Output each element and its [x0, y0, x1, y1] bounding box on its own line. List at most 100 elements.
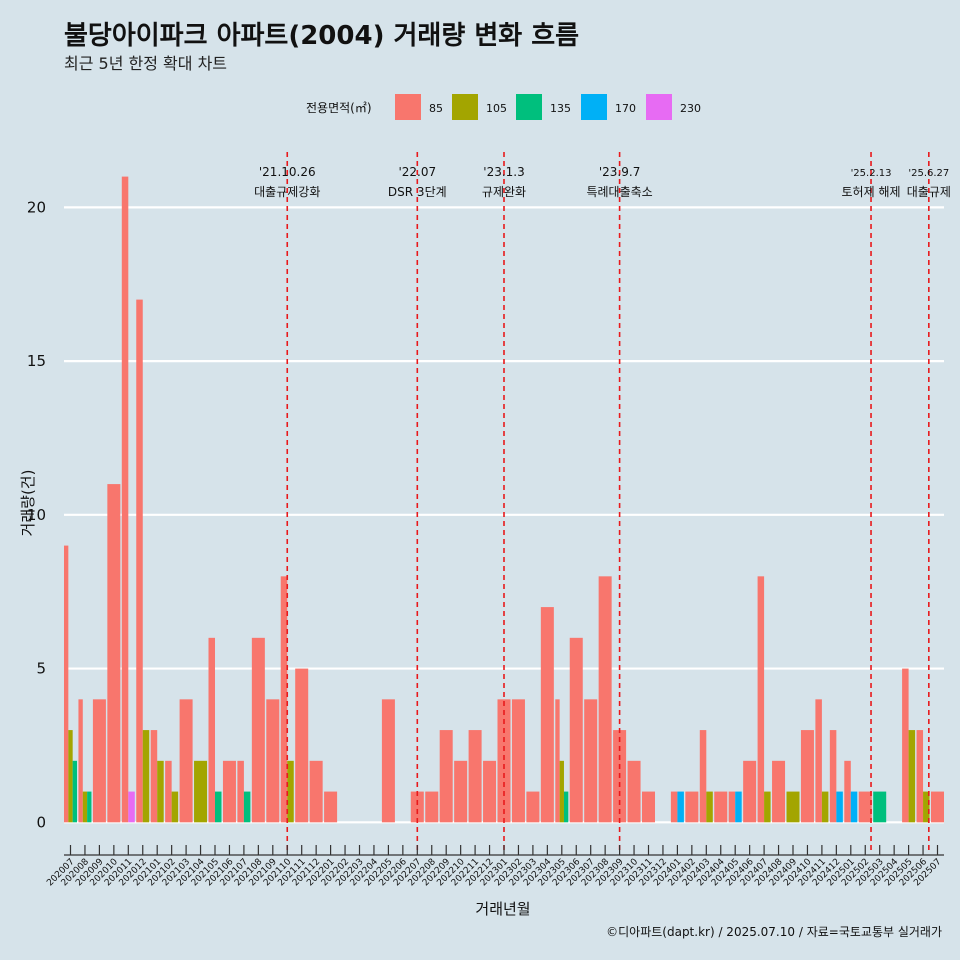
bar-85-202201	[324, 791, 338, 823]
bar-85-202310	[627, 760, 641, 823]
legend-swatch-105	[452, 94, 478, 120]
bar-85-202306	[569, 637, 583, 823]
bar-85-202111	[295, 668, 309, 823]
bar-85-202108	[251, 637, 265, 823]
bar-85-202406	[743, 760, 757, 823]
bar-170-202401	[677, 791, 684, 823]
event-label: DSR 3단계	[388, 185, 447, 199]
bar-105-202007	[68, 730, 73, 823]
bar-85-202012	[136, 299, 143, 823]
event-label: 특례대출축소	[586, 185, 652, 199]
legend-title: 전용면적(㎡)	[306, 101, 372, 115]
bar-105-202012	[142, 730, 150, 823]
bar-85-202305	[555, 699, 560, 823]
legend-label-135: 135	[550, 102, 571, 115]
bar-170-202501	[850, 791, 858, 823]
bar-105-202008	[82, 791, 88, 823]
bar-85-202106	[222, 760, 236, 823]
event-label: 토허제 해제	[842, 185, 901, 199]
bar-135-202105	[215, 791, 222, 823]
bar-85-202506	[916, 730, 924, 823]
bar-105-202101	[157, 760, 164, 823]
bar-85-202210	[454, 760, 468, 823]
bar-105-202110	[287, 760, 294, 823]
legend-swatch-135	[516, 94, 542, 120]
bar-85-202401	[670, 791, 678, 823]
bar-135-202305	[563, 791, 569, 823]
bar-85-202105	[208, 637, 216, 823]
bar-85-202410	[800, 730, 814, 823]
chart-title: 불당아이파크 아파트(2004) 거래량 변화 흐름	[64, 21, 579, 51]
bar-85-202207	[410, 791, 424, 823]
bar-85-202408	[772, 760, 786, 823]
bar-135-202007	[72, 760, 78, 823]
event-label: 대출규제	[907, 185, 951, 199]
bar-85-202103	[179, 699, 193, 823]
bar-85-202403	[699, 730, 707, 823]
legend-label-230: 230	[680, 102, 701, 115]
event-annotations: '21.10.26 대출규제강화 '22.07 DSR 3단계 '23.1.3 규제완화 '…	[254, 152, 951, 850]
bar-85-202407	[757, 576, 765, 823]
legend-swatch-230	[646, 94, 672, 120]
bar-105-202102	[171, 791, 179, 823]
bar-85-202303	[526, 791, 540, 823]
bar-85-202501	[844, 760, 851, 823]
bar-85-202507	[930, 791, 944, 823]
y-tick-label: 10	[27, 506, 46, 524]
bar-85-202308	[598, 576, 612, 823]
event-date: '21.10.26	[259, 165, 316, 179]
bar-85-202007	[64, 545, 69, 823]
caption: ©디아파트(dapt.kr) / 2025.07.10 / 자료=국토교통부 실…	[606, 925, 942, 939]
event-date: '25.2.13	[851, 168, 892, 179]
bar-85-202208	[425, 791, 439, 823]
bar-85-202412	[829, 730, 837, 823]
bar-85-202010	[107, 484, 121, 823]
bar-85-202311	[641, 791, 656, 823]
legend-swatch-85	[395, 94, 421, 120]
bar-105-202407	[764, 791, 771, 823]
bar-105-202506	[923, 791, 930, 823]
bar-85-202505	[902, 668, 909, 823]
bar-85-202011	[121, 176, 129, 823]
event-date: '25.6.27	[908, 168, 949, 179]
bar-85-202211	[468, 730, 482, 823]
bar-85-202304	[540, 607, 554, 823]
bar-105-202305	[559, 760, 564, 823]
bar-170-202412	[836, 791, 843, 823]
bars	[64, 176, 944, 823]
event-date: '22.07	[398, 165, 436, 179]
bar-170-202405	[735, 791, 742, 823]
bar-85-202301	[497, 699, 511, 823]
bar-230-202011	[128, 791, 135, 823]
x-axis: 2020072020082020092020102020112020122021…	[45, 845, 944, 888]
legend-swatch-170	[581, 94, 607, 120]
bar-135-202107	[243, 791, 251, 823]
bar-135-202008	[87, 791, 92, 823]
bar-85-202110	[280, 576, 288, 823]
bar-85-202502	[858, 791, 872, 823]
bar-85-202112	[309, 760, 323, 823]
bar-85-202107	[237, 760, 244, 823]
bar-105-202409	[786, 791, 800, 823]
legend: 전용면적(㎡) 85 105 135 170 230	[306, 94, 701, 120]
bar-85-202205	[381, 699, 395, 823]
event-label: 규제완화	[482, 185, 526, 199]
y-tick-label: 20	[27, 198, 46, 216]
event-date: '23.1.3	[483, 165, 524, 179]
bar-85-202302	[511, 699, 525, 823]
bar-85-202008	[78, 699, 83, 823]
bar-105-202104	[194, 760, 208, 823]
bar-85-202307	[584, 699, 598, 823]
legend-label-170: 170	[615, 102, 636, 115]
bar-85-202411	[815, 699, 822, 823]
bar-85-202402	[685, 791, 699, 823]
event-date: '23.9.7	[599, 165, 640, 179]
x-axis-title: 거래년월	[475, 900, 530, 918]
bar-85-202009	[92, 699, 106, 823]
bar-85-202101	[150, 730, 158, 823]
bar-85-202404	[714, 791, 728, 823]
event-label: 대출규제강화	[254, 185, 320, 199]
bar-105-202505	[908, 730, 916, 823]
bar-105-202403	[706, 791, 713, 823]
bar-85-202212	[483, 760, 497, 823]
